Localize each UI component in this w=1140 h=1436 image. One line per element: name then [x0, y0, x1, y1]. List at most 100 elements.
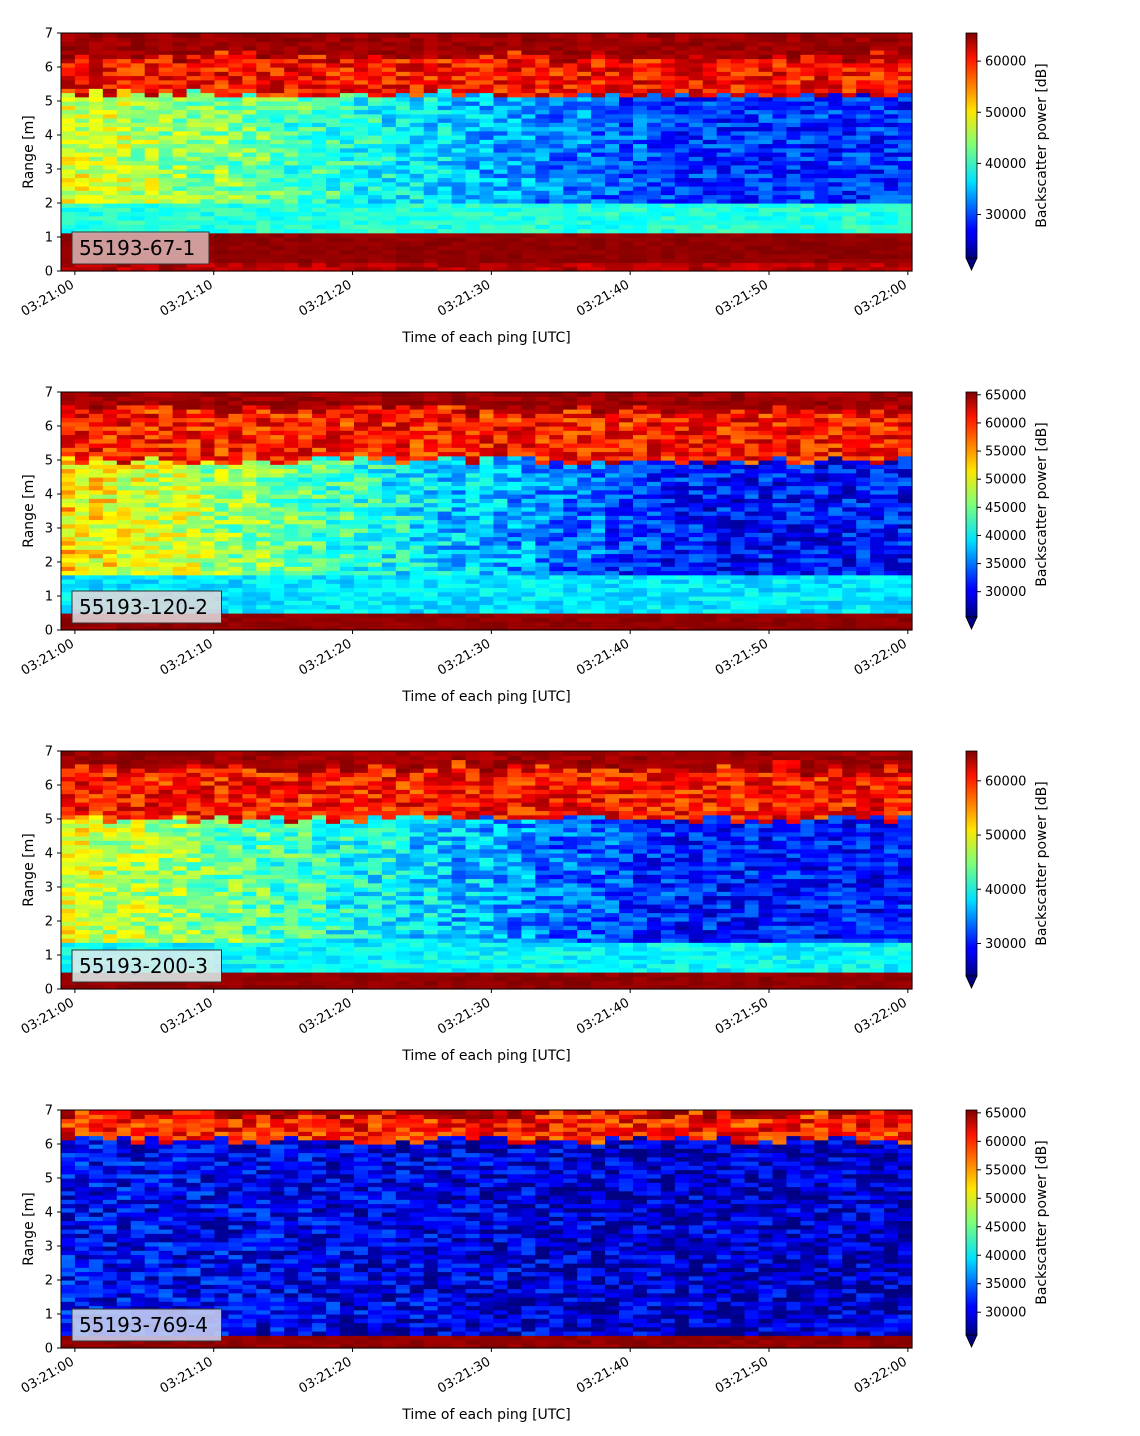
- heatmap-cell: [395, 528, 411, 533]
- heatmap-cell: [619, 54, 634, 60]
- heatmap-cell: [228, 135, 243, 140]
- heatmap-cell: [284, 58, 299, 64]
- heatmap-cell: [242, 237, 257, 242]
- heatmap-cell: [312, 625, 327, 631]
- heatmap-cell: [116, 540, 132, 546]
- heatmap-cell: [381, 519, 397, 525]
- heatmap-cell: [214, 498, 230, 504]
- heatmap-cell: [214, 75, 230, 81]
- heatmap-cell: [158, 262, 174, 268]
- heatmap-cell: [200, 181, 216, 187]
- heatmap-cell: [284, 434, 299, 440]
- heatmap-cell: [61, 228, 76, 234]
- heatmap-cell: [898, 211, 913, 217]
- heatmap-cell: [367, 600, 383, 606]
- heatmap-cell: [856, 71, 871, 77]
- heatmap-cell: [563, 198, 578, 204]
- heatmap-cell: [660, 84, 676, 89]
- heatmap-cell: [270, 455, 285, 461]
- heatmap-cell: [870, 262, 885, 268]
- heatmap-cell: [116, 194, 132, 200]
- heatmap-cell: [437, 540, 453, 546]
- heatmap-cell: [284, 519, 299, 525]
- heatmap-cell: [200, 113, 216, 119]
- heatmap-cell: [130, 625, 146, 631]
- heatmap-cell: [326, 477, 341, 482]
- heatmap-cell: [702, 58, 718, 64]
- heatmap-cell: [451, 92, 467, 98]
- heatmap-cell: [535, 118, 550, 123]
- heatmap-cell: [744, 190, 760, 196]
- heatmap-cell: [256, 447, 271, 453]
- heatmap-cell: [312, 220, 327, 225]
- heatmap-cell: [814, 194, 829, 200]
- heatmap-cell: [451, 62, 467, 68]
- heatmap-cell: [660, 92, 676, 98]
- heatmap-cell: [591, 45, 606, 51]
- heatmap-cell: [340, 489, 355, 495]
- heatmap-cell: [172, 494, 188, 499]
- heatmap-cell: [395, 426, 411, 431]
- heatmap-cell: [326, 139, 341, 145]
- heatmap-cell: [256, 485, 271, 491]
- heatmap-cell: [88, 430, 104, 436]
- heatmap-cell: [423, 126, 439, 132]
- heatmap-cell: [367, 241, 383, 247]
- heatmap-cell: [284, 211, 299, 217]
- heatmap-cell: [270, 88, 285, 94]
- heatmap-cell: [228, 220, 243, 225]
- heatmap-cell: [200, 579, 216, 584]
- heatmap-cell: [674, 203, 690, 208]
- heatmap-cell: [605, 122, 620, 128]
- heatmap-cell: [465, 54, 481, 60]
- heatmap-cell: [632, 109, 648, 115]
- heatmap-cell: [102, 207, 118, 213]
- heatmap-cell: [61, 50, 76, 55]
- heatmap-cell: [451, 266, 467, 272]
- heatmap-cell: [479, 177, 495, 183]
- heatmap-cell: [102, 37, 118, 43]
- heatmap-cell: [214, 54, 230, 60]
- heatmap-cell: [353, 169, 369, 174]
- heatmap-cell: [744, 181, 760, 187]
- heatmap-cell: [61, 41, 76, 47]
- heatmap-cell: [158, 481, 174, 487]
- heatmap-cell: [884, 79, 899, 85]
- heatmap-cell: [88, 549, 104, 555]
- heatmap-cell: [158, 413, 174, 419]
- heatmap-cell: [437, 101, 453, 106]
- heatmap-cell: [200, 156, 216, 162]
- heatmap-cell: [395, 485, 411, 491]
- heatmap-cell: [256, 156, 271, 162]
- heatmap-cell: [242, 266, 257, 272]
- heatmap-cell: [200, 177, 216, 183]
- heatmap-cell: [340, 169, 355, 174]
- heatmap-cell: [688, 58, 704, 64]
- heatmap-cell: [214, 113, 230, 119]
- heatmap-cell: [353, 177, 369, 183]
- heatmap-cell: [130, 409, 146, 414]
- heatmap-cell: [786, 96, 801, 102]
- heatmap-cell: [256, 519, 271, 525]
- heatmap-cell: [856, 203, 871, 208]
- heatmap-cell: [340, 591, 355, 597]
- heatmap-cell: [88, 536, 104, 542]
- heatmap-cell: [270, 557, 285, 563]
- heatmap-cell: [158, 566, 174, 572]
- heatmap-cell: [381, 587, 397, 593]
- heatmap-cell: [507, 152, 522, 157]
- heatmap-cell: [758, 96, 774, 102]
- heatmap-cell: [116, 532, 132, 538]
- heatmap-cell: [284, 37, 299, 43]
- heatmap-cell: [884, 139, 899, 145]
- heatmap-cell: [563, 186, 578, 191]
- heatmap-cell: [312, 409, 327, 414]
- heatmap-cell: [479, 241, 495, 247]
- heatmap-cell: [74, 113, 90, 119]
- heatmap-cell: [256, 549, 271, 555]
- heatmap-cell: [186, 583, 202, 589]
- heatmap-cell: [409, 434, 425, 440]
- heatmap-cell: [772, 228, 788, 234]
- heatmap-cell: [563, 88, 578, 94]
- heatmap-cell: [632, 96, 648, 102]
